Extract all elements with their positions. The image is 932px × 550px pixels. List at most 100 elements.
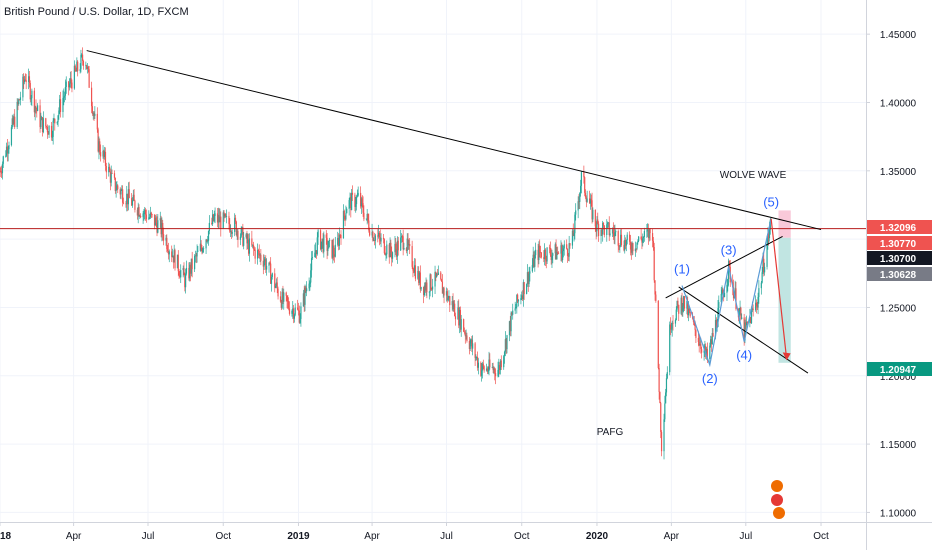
candle-body — [425, 282, 427, 291]
candle — [283, 288, 285, 310]
candle-body — [695, 329, 697, 338]
candle-body — [400, 237, 402, 251]
candle — [480, 361, 482, 377]
candle-body — [134, 200, 136, 210]
candle — [527, 271, 529, 292]
candle — [79, 63, 81, 74]
candle — [47, 130, 49, 135]
candle — [297, 299, 299, 311]
candle — [526, 264, 529, 287]
candle — [253, 246, 255, 251]
candle-body — [286, 295, 288, 302]
candle — [606, 219, 608, 242]
candle — [259, 253, 261, 263]
price-level-tag-label: 1.20947 — [880, 365, 917, 376]
candle-body — [200, 243, 202, 248]
candle-body — [41, 117, 44, 133]
candle — [75, 67, 77, 72]
candle — [263, 254, 265, 271]
candle — [520, 294, 522, 305]
candle-body — [252, 244, 255, 249]
candle — [512, 303, 514, 320]
annotation-pafg: PAFG — [597, 427, 624, 438]
candle-body — [728, 260, 730, 280]
candle-body — [419, 272, 421, 290]
candle-body — [396, 240, 399, 257]
candle-body — [512, 310, 514, 315]
candle — [179, 271, 181, 278]
candle-body — [40, 119, 42, 128]
candle-body — [423, 285, 426, 296]
candle-body — [248, 238, 251, 254]
price-level-tag-bg — [867, 236, 932, 250]
target-zone — [778, 237, 791, 363]
candle — [459, 306, 461, 333]
candle-body — [625, 240, 627, 246]
candle-body — [577, 201, 579, 211]
candle — [517, 293, 519, 304]
candle — [400, 233, 403, 243]
candle — [275, 278, 278, 288]
candle-body — [77, 61, 79, 71]
candle — [566, 248, 569, 263]
candle — [247, 233, 249, 250]
candle — [176, 254, 179, 269]
candle — [254, 247, 256, 264]
candle — [509, 316, 511, 337]
candle-body — [517, 300, 520, 302]
candle — [674, 318, 677, 327]
candle-body — [646, 230, 648, 232]
candle-body — [721, 289, 723, 294]
candle-body — [389, 242, 391, 258]
candle-body — [80, 54, 82, 70]
candle — [315, 250, 318, 259]
candle — [606, 221, 609, 229]
candle-body — [256, 249, 259, 259]
candle-body — [472, 343, 474, 349]
candle-body — [406, 238, 408, 252]
x-tick-label: 2019 — [287, 531, 310, 542]
candle-body — [487, 370, 489, 372]
candle — [671, 320, 673, 337]
candle — [632, 242, 634, 255]
candle — [493, 366, 495, 375]
candle-body — [529, 271, 531, 274]
candle-body — [640, 236, 642, 240]
candle-body — [726, 284, 728, 293]
candle — [442, 286, 444, 298]
candle — [655, 291, 657, 303]
candle — [363, 205, 365, 222]
candle — [304, 284, 306, 312]
candle-body — [580, 172, 583, 186]
candle — [317, 228, 319, 245]
candle — [241, 226, 243, 235]
candle — [485, 363, 488, 372]
candle-body — [556, 252, 558, 260]
candle-body — [714, 320, 717, 337]
candle — [153, 214, 156, 230]
candle — [560, 240, 562, 262]
candle-body — [53, 118, 55, 121]
candle — [642, 235, 645, 244]
candle — [327, 240, 329, 256]
candle — [575, 203, 577, 221]
candle — [346, 207, 348, 214]
candles — [0, 47, 771, 460]
candle-body — [532, 254, 534, 265]
candle-body — [211, 222, 213, 225]
candle-body — [213, 216, 215, 221]
candle — [417, 266, 419, 280]
candle-body — [463, 319, 465, 332]
candle-body — [408, 244, 410, 246]
candle — [451, 296, 453, 311]
candle — [33, 87, 35, 118]
candle-body — [13, 116, 15, 124]
candle-body — [300, 306, 302, 319]
candle-body — [480, 362, 482, 376]
candle — [677, 297, 679, 309]
candle — [149, 213, 151, 220]
candle-body — [293, 314, 295, 319]
candle-body — [563, 244, 565, 249]
candle — [294, 303, 296, 317]
